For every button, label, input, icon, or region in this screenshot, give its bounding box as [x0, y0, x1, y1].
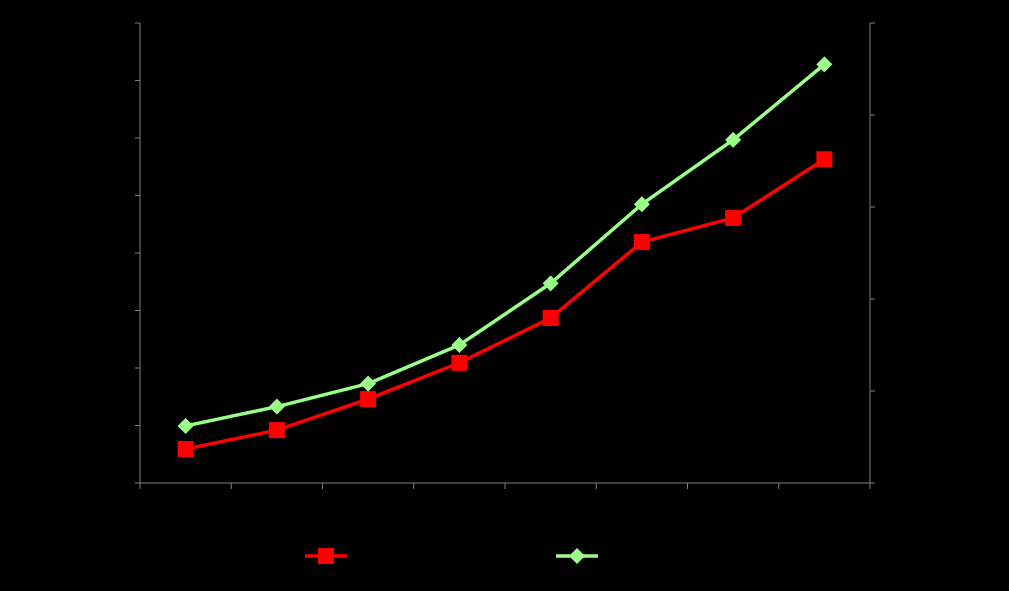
- data-point: [633, 234, 650, 251]
- data-point: [268, 422, 285, 439]
- data-point: [725, 131, 742, 148]
- legend-marker: [569, 548, 585, 564]
- data-point: [725, 209, 742, 226]
- series-line: [185, 63, 826, 428]
- data-point: [542, 275, 559, 292]
- legend-marker: [318, 548, 334, 564]
- series-line: [185, 157, 826, 451]
- data-point: [816, 56, 833, 73]
- data-point: [360, 391, 377, 408]
- data-point: [542, 309, 559, 326]
- data-point: [633, 196, 650, 213]
- data-point: [816, 151, 833, 168]
- data-point: [451, 337, 468, 353]
- data-point: [451, 354, 468, 371]
- data-point: [177, 441, 194, 458]
- data-point: [360, 375, 377, 392]
- data-point: [177, 417, 194, 434]
- data-point: [268, 398, 285, 415]
